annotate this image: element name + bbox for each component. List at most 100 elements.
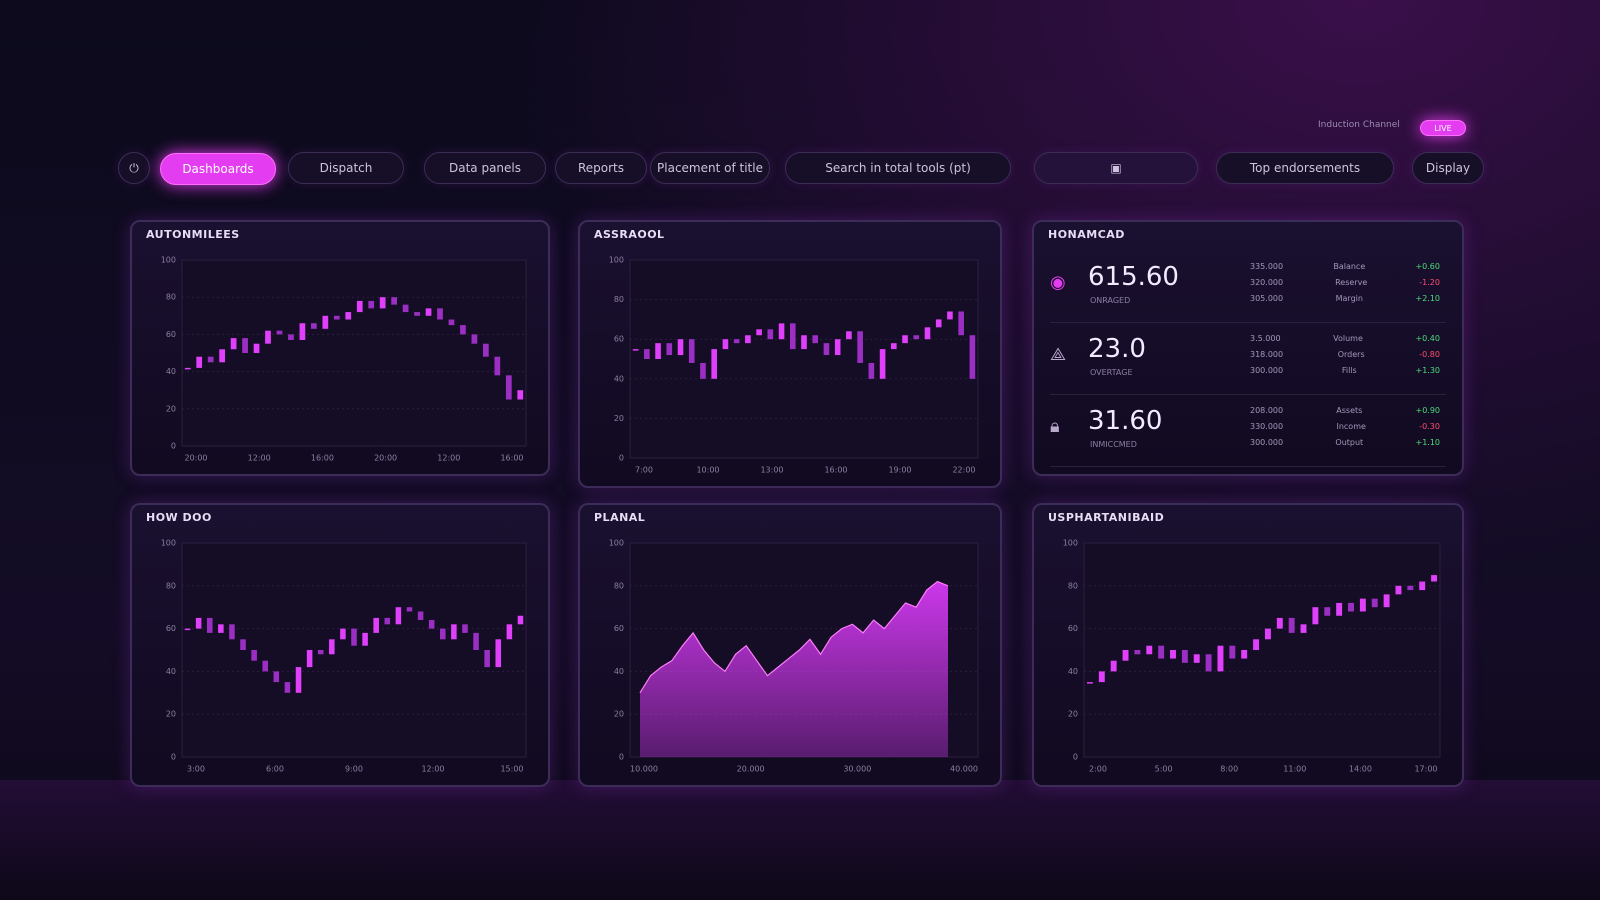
candle — [902, 335, 908, 344]
chart: 0 20 40 60 80 100 20:00 12:00 16:00 20:00 12:00 16:… — [161, 256, 527, 463]
candle — [1407, 585, 1414, 591]
candle — [437, 308, 443, 320]
candle — [745, 335, 751, 344]
detail-cell: 330.000 — [1250, 422, 1284, 431]
search-field[interactable]: Search in total tools (pt) — [785, 152, 1011, 184]
panel-title: HONAMCAD — [1048, 228, 1125, 241]
stat-detail: 330.000 Income -0.30 — [1250, 422, 1440, 431]
candle — [306, 650, 313, 668]
candle — [317, 650, 324, 655]
y-tick-label: 100 — [1063, 539, 1078, 548]
candle — [495, 639, 502, 668]
chart: 0 20 40 60 80 100 2:00 5:00 8:00 11:00 14:00 17:00 — [1063, 539, 1441, 774]
candle — [1181, 650, 1188, 663]
area-line — [639, 580, 949, 694]
candle — [253, 343, 260, 353]
candle — [1395, 585, 1402, 595]
stat-value: 23.0 — [1088, 334, 1146, 364]
candle — [262, 660, 268, 672]
power-button[interactable]: ⏻ — [118, 152, 150, 184]
x-tick-label: 13:00 — [760, 466, 783, 475]
y-tick-label: 60 — [1068, 624, 1078, 633]
candle — [1122, 650, 1129, 661]
detail-cell: 3.5.000 — [1250, 334, 1281, 343]
candle — [322, 315, 329, 329]
toolbar-dropdown[interactable]: Dispatch — [288, 152, 404, 184]
x-tick-label: 15:00 — [500, 765, 523, 774]
chart-panel: ASSRAOOL 0 20 40 60 80 100 7:00 10:00 13:00 16:00… — [578, 220, 1002, 488]
toolbar-widget[interactable]: ▣ — [1034, 152, 1198, 184]
candle — [340, 628, 346, 640]
detail-cell: Volume — [1333, 334, 1363, 343]
candle — [711, 349, 717, 379]
candle — [1253, 639, 1260, 650]
y-tick-label: 100 — [161, 256, 176, 265]
candle — [935, 319, 942, 328]
stat-row: 🔒︎ 31.60 INMICCMED 208.000 Assets +0.90 330.… — [1050, 396, 1446, 467]
toolbar-button[interactable]: Dashboards — [160, 153, 276, 185]
candle — [329, 639, 335, 655]
candle — [1300, 624, 1307, 633]
candle — [1288, 617, 1295, 633]
candle — [471, 334, 478, 344]
toolbar-button[interactable]: Display — [1412, 152, 1484, 184]
stat-detail: 320.000 Reserve -1.20 — [1250, 278, 1440, 287]
stat-detail: 208.000 Assets +0.90 — [1250, 406, 1440, 415]
x-tick-label: 40.000 — [950, 765, 978, 774]
toolbar-dropdown[interactable]: Top endorsements — [1216, 152, 1394, 184]
candle — [969, 335, 976, 379]
y-tick-label: 100 — [609, 539, 624, 548]
plot-area — [1083, 542, 1441, 758]
candle — [425, 308, 432, 316]
x-tick-label: 19:00 — [888, 466, 911, 475]
status-text: Induction Channel — [1318, 120, 1400, 130]
candle — [428, 620, 435, 629]
candle — [265, 330, 271, 344]
candle — [473, 632, 479, 650]
y-tick-label: 20 — [614, 710, 624, 719]
detail-cell: Income — [1336, 422, 1366, 431]
candle — [517, 390, 524, 400]
candle — [1146, 645, 1153, 655]
x-tick-label: 20:00 — [374, 454, 397, 463]
detail-cell: Margin — [1335, 294, 1363, 303]
floor-reflection — [0, 780, 1600, 900]
candle — [1276, 617, 1283, 629]
candle — [391, 297, 397, 305]
candle — [230, 338, 237, 350]
candle — [857, 331, 863, 363]
candle — [1264, 628, 1271, 640]
detail-cell: +0.60 — [1415, 262, 1440, 271]
candle — [958, 311, 964, 336]
x-tick-label: 12:00 — [421, 765, 444, 774]
candle — [218, 624, 224, 633]
stat-value: 615.60 — [1088, 262, 1179, 292]
toolbar-dropdown[interactable]: Data panels — [424, 152, 546, 184]
y-tick-label: 60 — [166, 624, 176, 633]
toolbar-dropdown[interactable]: Placement of title — [650, 152, 770, 184]
candle — [517, 615, 524, 625]
live-pill[interactable]: LIVE — [1420, 120, 1466, 136]
candle — [505, 375, 512, 400]
detail-cell: Assets — [1336, 406, 1363, 415]
candle — [947, 311, 953, 320]
chart: 0 20 40 60 80 100 10.000 20.000 30.000 40.000 — [609, 539, 979, 774]
candle — [406, 607, 413, 612]
plot-area — [629, 259, 979, 459]
detail-cell: 208.000 — [1250, 406, 1284, 415]
candle — [368, 300, 375, 309]
panel-title: HOW DOO — [146, 511, 212, 524]
x-tick-label: 8:00 — [1220, 765, 1238, 774]
x-tick-label: 30.000 — [843, 765, 871, 774]
y-tick-label: 40 — [166, 367, 176, 376]
candle — [1158, 645, 1165, 659]
candle — [229, 624, 235, 640]
candle — [356, 300, 363, 313]
toolbar-dropdown[interactable]: Reports — [555, 152, 647, 184]
candle — [184, 367, 191, 370]
stat-detail: 300.000 Fills +1.30 — [1250, 366, 1440, 375]
chart-panel: AUTONMILEES 0 20 40 60 80 100 20:00 12:00 16:00 2… — [130, 220, 550, 476]
detail-cell: Fills — [1341, 366, 1357, 375]
candle — [373, 617, 379, 633]
x-tick-label: 16:00 — [824, 466, 847, 475]
